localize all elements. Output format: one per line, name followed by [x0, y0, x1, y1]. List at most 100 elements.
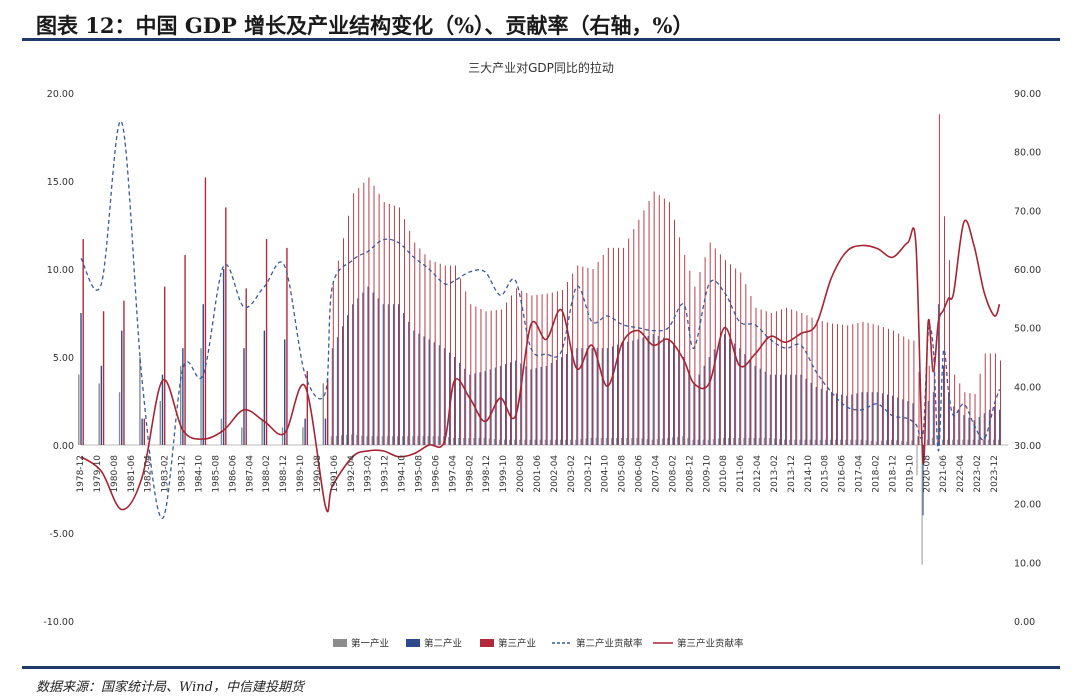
bar-secondary — [927, 401, 929, 445]
bar-secondary — [795, 374, 797, 445]
bar-primary — [666, 437, 668, 445]
bar-tertiary — [567, 281, 569, 445]
x-tick-label: 1985-08 — [211, 455, 221, 493]
bar-secondary — [586, 348, 588, 445]
bar-tertiary — [725, 260, 726, 445]
bar-tertiary — [949, 260, 951, 445]
bar-tertiary — [582, 266, 584, 445]
left-axis: 20.00 15.00 10.00 5.00 0.00 -5.00 -10.00 — [43, 89, 74, 628]
line-secondary-contribution — [80, 120, 1001, 519]
x-tick-label: 2004-10 — [601, 455, 611, 493]
bar-tertiary — [597, 261, 599, 445]
bar-tertiary — [419, 248, 421, 445]
bar-primary — [200, 348, 202, 445]
x-tick-label: 2023-12 — [990, 455, 1000, 493]
bar-tertiary — [500, 309, 502, 445]
y2-tick-label: 0.00 — [1014, 617, 1035, 628]
bar-tertiary — [495, 310, 497, 445]
x-tick-label: 2008-02 — [668, 455, 678, 493]
bar-primary — [442, 436, 444, 445]
bar-primary — [519, 439, 521, 445]
bar-secondary — [999, 409, 1000, 445]
x-tick-label: 1997-04 — [448, 455, 458, 493]
bar-secondary — [324, 418, 327, 445]
bar-primary — [560, 439, 561, 445]
bar-primary — [860, 439, 862, 445]
line-tertiary-contribution — [80, 219, 1001, 513]
bar-primary — [335, 435, 337, 445]
bar-tertiary — [490, 310, 492, 445]
bar-primary — [926, 439, 928, 445]
bar-secondary — [922, 445, 924, 516]
x-tick-label: 2006-06 — [635, 455, 645, 493]
legend-swatch — [406, 639, 420, 647]
x-tick-label: 1999-10 — [499, 455, 509, 493]
x-tick-label: 2017-04 — [855, 455, 865, 493]
bar-primary — [261, 418, 263, 445]
x-tick-label: 1988-02 — [262, 455, 272, 493]
bar-primary — [241, 427, 243, 445]
x-tick-label: 1983-02 — [161, 455, 171, 493]
y-tick-label: -10.00 — [43, 617, 74, 628]
bar-tertiary — [404, 219, 406, 445]
bar-primary — [600, 437, 602, 445]
bar-secondary — [263, 330, 266, 445]
bar-primary — [865, 440, 867, 445]
y2-tick-label: 50.00 — [1014, 324, 1041, 335]
bar-primary — [646, 439, 648, 445]
bar-primary — [509, 439, 510, 445]
bar-primary — [534, 439, 536, 445]
bar-tertiary — [393, 205, 395, 445]
bar-primary — [458, 437, 460, 445]
bar-secondary — [968, 417, 970, 445]
bar-secondary — [464, 368, 466, 445]
bar-tertiary — [551, 292, 553, 445]
bar-secondary — [520, 363, 522, 445]
bar-primary — [692, 439, 694, 445]
bar-secondary — [754, 365, 756, 445]
bar-primary — [952, 439, 954, 445]
bar-tertiary — [373, 185, 375, 445]
bar-secondary — [790, 374, 792, 445]
bar-primary — [967, 439, 969, 445]
bar-tertiary — [663, 198, 665, 445]
bar-secondary — [611, 346, 613, 445]
bar-primary — [590, 437, 592, 445]
bar-secondary — [718, 341, 720, 445]
bar-primary — [850, 439, 852, 445]
bar-secondary — [121, 330, 123, 445]
bar-primary — [330, 436, 332, 445]
bar-primary — [768, 437, 770, 445]
bar-tertiary — [913, 340, 915, 445]
bar-secondary — [800, 374, 802, 445]
x-tick-label: 2013-02 — [770, 455, 780, 493]
bar-secondary — [983, 413, 985, 445]
bar-tertiary — [526, 293, 528, 445]
bar-primary — [891, 439, 892, 445]
bar-tertiary — [536, 294, 538, 445]
bar-primary — [437, 436, 439, 445]
bar-tertiary — [648, 200, 650, 445]
bar-secondary — [469, 374, 471, 445]
bar-primary — [346, 434, 347, 445]
bar-secondary — [622, 342, 624, 445]
x-tick-label: 1988-12 — [279, 455, 289, 493]
bar-tertiary — [628, 238, 630, 445]
bar-secondary — [657, 335, 659, 445]
bar-secondary — [810, 382, 812, 445]
x-tick-label: 2016-06 — [838, 455, 848, 493]
legend-item-tertiary: 第三产业 — [480, 638, 536, 650]
bar-secondary — [571, 351, 573, 445]
bar-tertiary — [286, 247, 288, 445]
bar-tertiary — [505, 302, 507, 445]
bar-tertiary — [326, 378, 329, 445]
bar-tertiary — [791, 309, 793, 445]
bar-primary — [656, 439, 658, 445]
figure-title: 图表 12：中国 GDP 增长及产业结构变化（%）、贡献率（右轴，%） — [36, 13, 694, 38]
bar-primary — [493, 439, 495, 445]
bar-primary — [473, 437, 475, 445]
bar-tertiary — [465, 291, 467, 445]
x-tick-label: 2012-04 — [753, 455, 763, 493]
bar-secondary — [499, 365, 501, 445]
